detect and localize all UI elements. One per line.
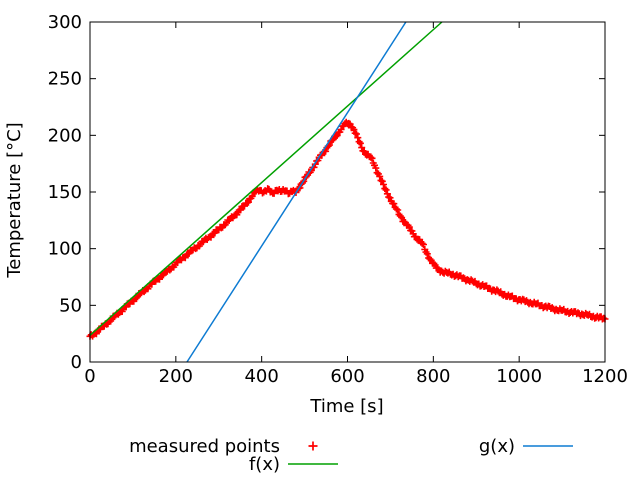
x-tick-label: 1000 (496, 366, 542, 387)
x-tick-label: 400 (244, 366, 278, 387)
measured-points-series (86, 118, 609, 340)
y-tick-label: 250 (48, 69, 82, 90)
y-tick-label: 0 (71, 352, 82, 373)
x-tick-label: 0 (84, 366, 95, 387)
x-tick-label: 1200 (582, 366, 628, 387)
f-line (89, 21, 443, 336)
y-tick-label: 50 (59, 295, 82, 316)
y-tick-label: 150 (48, 182, 82, 203)
x-tick-label: 600 (330, 366, 364, 387)
plot-border (89, 21, 606, 363)
x-tick-label: 800 (416, 366, 450, 387)
y-tick-label: 200 (48, 125, 82, 146)
g-line (186, 21, 407, 363)
legend-label-f-x-: f(x) (249, 454, 280, 475)
x-axis-title: Time [s] (309, 396, 383, 417)
x-tick-label: 200 (159, 366, 193, 387)
legend-marker-plus-icon (308, 441, 318, 451)
y-axis-title: Temperature [°C] (4, 122, 25, 278)
y-tick-label: 100 (48, 239, 82, 260)
legend-label-measured-points: measured points (129, 436, 280, 457)
y-tick-label: 300 (48, 12, 82, 33)
legend-label-g-x-: g(x) (479, 436, 515, 457)
